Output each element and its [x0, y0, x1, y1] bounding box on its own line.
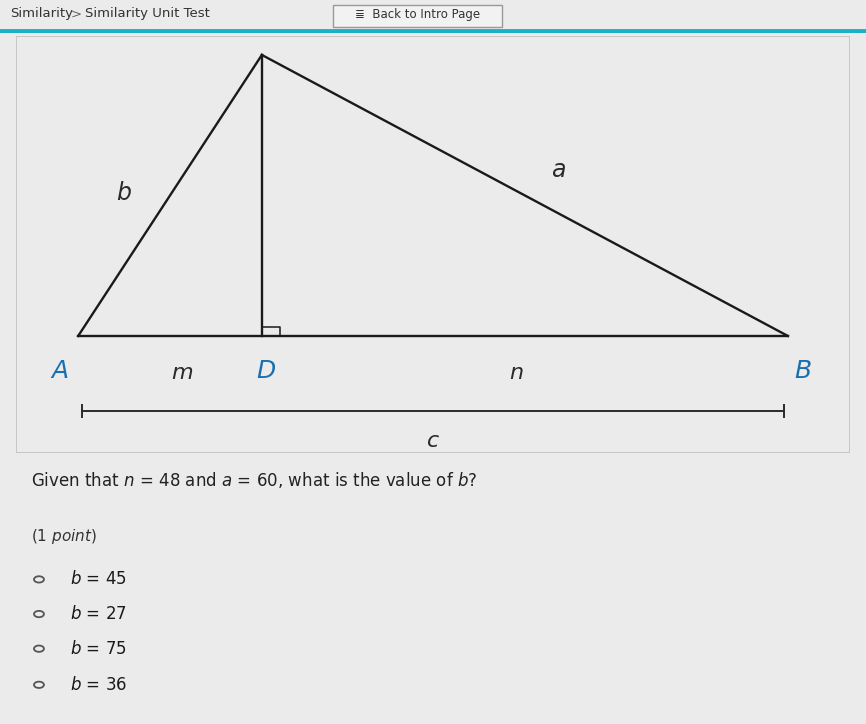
- Text: $(1\ point)$: $(1\ point)$: [30, 527, 97, 546]
- Text: $a$: $a$: [551, 159, 565, 182]
- Text: >: >: [71, 7, 82, 20]
- Text: Given that $n$ = 48 and $a$ = 60, what is the value of $b$?: Given that $n$ = 48 and $a$ = 60, what i…: [30, 469, 477, 489]
- Text: $b$ = 45: $b$ = 45: [70, 571, 126, 589]
- Text: $b$ = 27: $b$ = 27: [70, 605, 126, 623]
- Text: $A$: $A$: [50, 359, 69, 383]
- Text: Similarity: Similarity: [10, 7, 74, 20]
- Text: $n$: $n$: [509, 363, 524, 383]
- Text: $B$: $B$: [794, 359, 811, 383]
- Text: $D$: $D$: [256, 359, 276, 383]
- Text: $m$: $m$: [171, 363, 194, 383]
- Text: ≣  Back to Intro Page: ≣ Back to Intro Page: [355, 8, 481, 21]
- FancyBboxPatch shape: [333, 5, 502, 27]
- Text: $b$ = 36: $b$ = 36: [70, 675, 127, 694]
- Text: $c$: $c$: [426, 431, 440, 451]
- Text: $b$ = 75: $b$ = 75: [70, 640, 126, 657]
- Text: Similarity Unit Test: Similarity Unit Test: [85, 7, 210, 20]
- Text: $b$: $b$: [116, 181, 132, 206]
